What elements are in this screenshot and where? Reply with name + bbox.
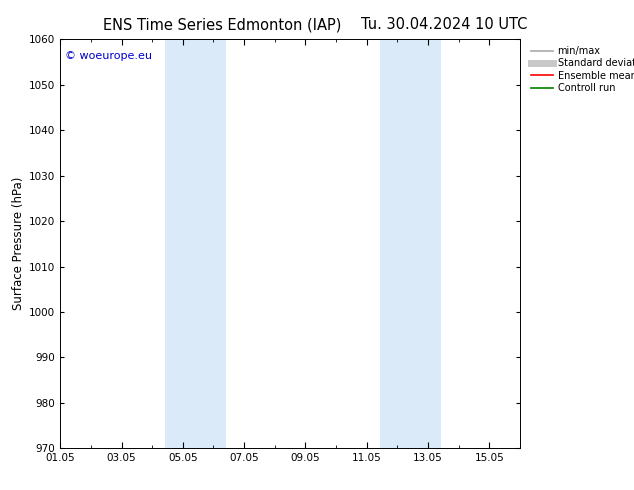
Y-axis label: Surface Pressure (hPa): Surface Pressure (hPa) — [12, 177, 25, 311]
Bar — [380, 39, 441, 448]
Text: Tu. 30.04.2024 10 UTC: Tu. 30.04.2024 10 UTC — [361, 17, 527, 32]
Text: © woeurope.eu: © woeurope.eu — [65, 51, 152, 61]
Text: ENS Time Series Edmonton (IAP): ENS Time Series Edmonton (IAP) — [103, 17, 341, 32]
Legend: min/max, Standard deviation, Ensemble mean run, Controll run: min/max, Standard deviation, Ensemble me… — [529, 44, 634, 95]
Bar — [165, 39, 226, 448]
